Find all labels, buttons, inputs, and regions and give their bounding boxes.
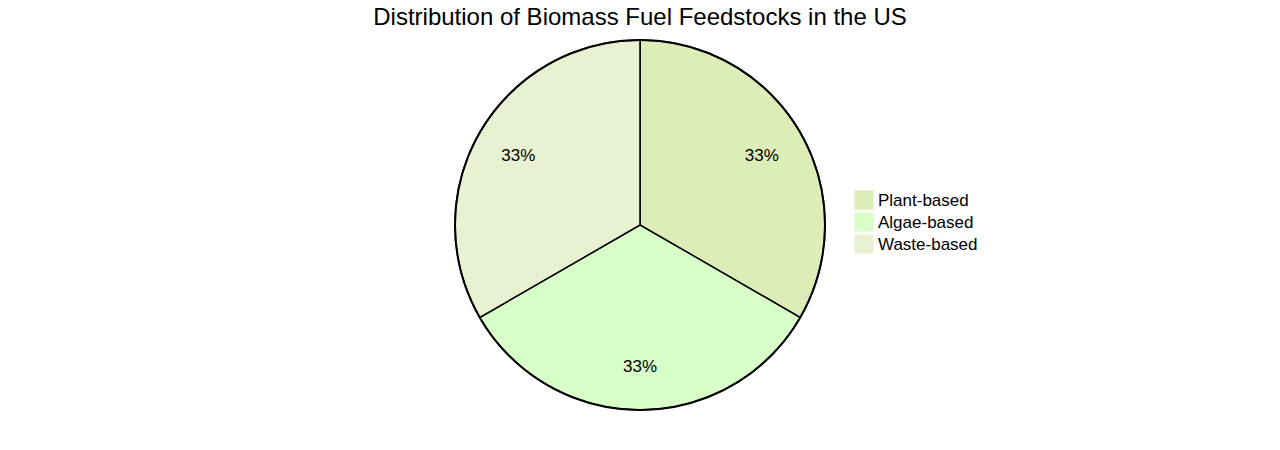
- pie-outline: [455, 40, 825, 410]
- legend-label: Plant-based: [878, 191, 969, 210]
- legend-swatch: [855, 191, 873, 209]
- slice: [455, 40, 640, 318]
- legend-item: Plant-based: [855, 191, 969, 210]
- chart: Distribution of Biomass Fuel Feedstocks …: [0, 0, 1280, 450]
- legend-label: Waste-based: [878, 235, 978, 254]
- legend-item: Waste-based: [855, 235, 978, 254]
- title: Distribution of Biomass Fuel Feedstocks …: [373, 3, 907, 30]
- data-label: 33%: [623, 357, 657, 376]
- legend-item: Algae-based: [855, 213, 973, 232]
- legend: Plant-based Algae-based Waste-based: [855, 191, 978, 254]
- data-label: 33%: [745, 146, 779, 165]
- data-label: 33%: [501, 146, 535, 165]
- legend-label: Algae-based: [878, 213, 973, 232]
- legend-swatch: [855, 213, 873, 231]
- legend-swatch: [855, 235, 873, 253]
- pie: 33% 33% 33%: [455, 40, 825, 410]
